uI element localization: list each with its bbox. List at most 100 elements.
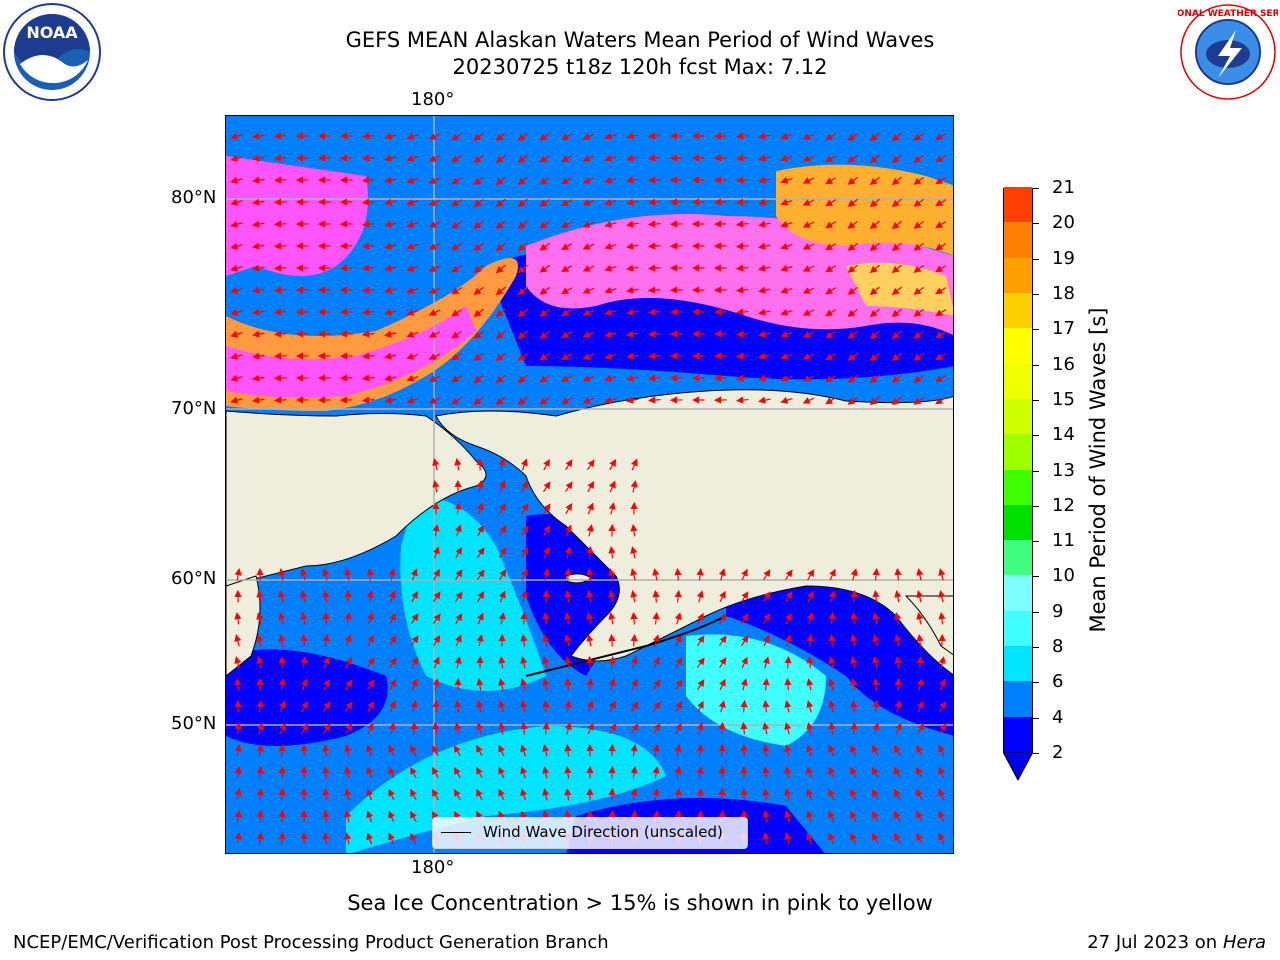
wind-wave-arrow xyxy=(894,634,902,647)
wind-wave-arrow xyxy=(916,744,923,757)
wind-wave-arrow xyxy=(828,832,835,845)
wind-wave-arrow xyxy=(653,656,660,669)
wind-wave-arrow xyxy=(938,656,946,669)
wind-wave-arrow xyxy=(454,569,463,581)
wind-wave-arrow xyxy=(806,832,814,845)
colorbar-tick-label: 14 xyxy=(1052,424,1075,446)
wind-wave-arrow xyxy=(735,374,749,382)
wind-wave-arrow xyxy=(406,242,419,250)
wind-wave-arrow xyxy=(384,132,397,140)
region-sea-ice-orange-east xyxy=(776,164,953,256)
wind-wave-arrow xyxy=(850,634,858,647)
wind-wave-arrow xyxy=(498,788,505,801)
wind-wave-arrow xyxy=(780,396,793,404)
wind-wave-arrow xyxy=(278,809,286,823)
wind-wave-arrow xyxy=(451,133,463,141)
wind-wave-arrow xyxy=(891,374,902,384)
wind-wave-arrow xyxy=(273,264,287,272)
wind-wave-arrow xyxy=(718,635,727,647)
wind-wave-arrow xyxy=(252,132,265,140)
wind-wave-arrow xyxy=(735,154,749,162)
wind-wave-arrow xyxy=(433,568,440,581)
wind-wave-arrow xyxy=(630,656,638,669)
wind-wave-arrow xyxy=(477,591,485,603)
wind-wave-arrow xyxy=(453,788,461,801)
wind-wave-arrow xyxy=(454,524,462,537)
wind-wave-arrow xyxy=(630,480,638,493)
wind-wave-arrow xyxy=(697,635,705,647)
colorbar-tick-label: 18 xyxy=(1052,282,1075,304)
wind-wave-arrow xyxy=(300,723,309,735)
wind-wave-arrow xyxy=(476,502,484,515)
wind-wave-arrow xyxy=(735,220,749,228)
wind-wave-arrow xyxy=(278,590,286,603)
wind-wave-arrow xyxy=(784,832,792,845)
wind-wave-arrow xyxy=(517,330,528,340)
wind-wave-arrow xyxy=(735,330,749,338)
wind-wave-arrow xyxy=(652,744,660,757)
wind-wave-arrow xyxy=(473,132,484,141)
wind-wave-arrow xyxy=(256,743,264,757)
wind-wave-arrow xyxy=(252,352,265,360)
wind-wave-arrow xyxy=(278,677,286,691)
colorbar-tick-mark xyxy=(1033,364,1039,366)
wind-wave-arrow xyxy=(913,374,924,383)
colorbar-tick-label: 19 xyxy=(1052,247,1075,269)
wind-wave-arrow xyxy=(604,198,617,206)
wind-wave-arrow xyxy=(542,721,550,735)
wind-wave-arrow xyxy=(647,352,661,360)
colorbar-tick-label: 2 xyxy=(1052,742,1064,763)
wind-wave-arrow xyxy=(626,176,639,184)
wind-wave-arrow xyxy=(935,309,947,317)
wind-wave-arrow xyxy=(564,634,572,647)
wind-wave-arrow xyxy=(454,699,462,713)
wind-wave-arrow xyxy=(758,352,771,360)
wind-wave-arrow xyxy=(278,700,286,713)
colorbar-tick-mark xyxy=(1033,470,1039,472)
wind-wave-arrow xyxy=(718,568,726,581)
wind-wave-arrow xyxy=(384,176,397,184)
wind-wave-arrow xyxy=(869,396,880,406)
wind-wave-arrow xyxy=(763,613,771,625)
wind-wave-arrow xyxy=(273,352,287,360)
wind-wave-arrow xyxy=(300,568,308,581)
wind-wave-arrow xyxy=(630,787,638,801)
wind-wave-arrow xyxy=(825,287,837,295)
wind-wave-arrow xyxy=(498,655,506,669)
wind-wave-arrow xyxy=(784,766,792,779)
wind-wave-arrow xyxy=(542,788,550,801)
wind-wave-arrow xyxy=(935,155,947,163)
wind-wave-arrow xyxy=(847,264,858,273)
wind-wave-arrow xyxy=(780,308,793,316)
wind-wave-arrow xyxy=(784,810,792,823)
wind-wave-arrow xyxy=(432,613,441,625)
wind-wave-arrow xyxy=(780,242,793,250)
wind-wave-arrow xyxy=(406,286,419,294)
wind-wave-arrow xyxy=(806,744,814,757)
wind-wave-arrow xyxy=(652,766,660,779)
wind-wave-arrow xyxy=(806,678,814,691)
wind-wave-arrow xyxy=(542,611,550,625)
wind-wave-arrow xyxy=(609,723,617,735)
wind-wave-arrow xyxy=(935,199,947,207)
colorbar-segment xyxy=(1004,292,1032,329)
wind-wave-arrow xyxy=(384,264,397,272)
wind-wave-arrow xyxy=(273,396,287,404)
wind-wave-arrow xyxy=(322,831,330,845)
wind-wave-arrow xyxy=(520,678,528,691)
wind-wave-arrow xyxy=(389,700,396,713)
wind-wave-arrow xyxy=(938,611,946,625)
wind-wave-arrow xyxy=(432,523,440,537)
wind-wave-arrow xyxy=(344,788,352,801)
wind-wave-arrow xyxy=(586,590,594,603)
wind-wave-arrow xyxy=(718,743,726,757)
wind-wave-arrow xyxy=(428,309,441,316)
wind-wave-arrow xyxy=(256,831,264,845)
wind-wave-arrow xyxy=(454,722,462,735)
wind-wave-arrow xyxy=(784,655,792,669)
wind-wave-arrow xyxy=(539,154,550,163)
wind-wave-arrow xyxy=(828,721,836,735)
wind-wave-arrow xyxy=(406,396,419,404)
wind-wave-arrow xyxy=(608,545,616,559)
wind-wave-arrow xyxy=(604,396,617,404)
